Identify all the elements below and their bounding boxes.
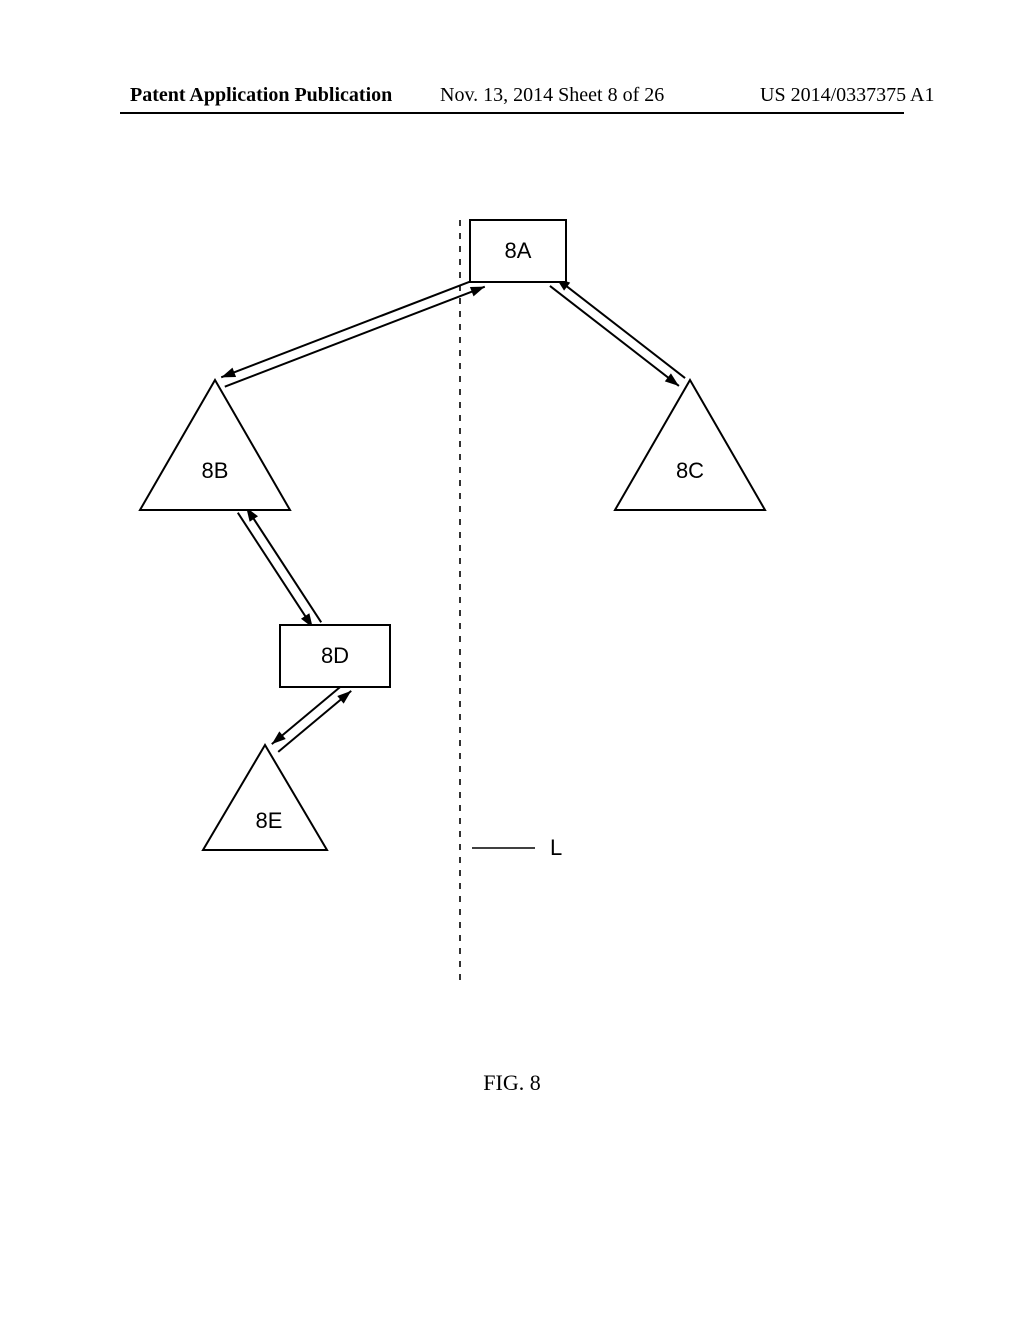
edge-line	[246, 507, 321, 622]
edge-line	[272, 683, 345, 744]
arrowhead	[665, 373, 679, 386]
figure-label: FIG. 8	[0, 1070, 1024, 1096]
node-E	[203, 745, 327, 850]
header-rule	[120, 112, 904, 114]
arrowhead	[470, 287, 485, 297]
edge-line	[225, 287, 485, 387]
edge-line	[238, 513, 313, 628]
edge-line	[556, 278, 685, 378]
node-C	[615, 380, 765, 510]
arrowhead	[221, 368, 236, 378]
header-date-sheet: Nov. 13, 2014 Sheet 8 of 26	[440, 84, 664, 107]
node-label-E: 8E	[256, 808, 283, 833]
page: Patent Application Publication Nov. 13, …	[0, 0, 1024, 1320]
edge-line	[278, 691, 351, 752]
axis-label-L: L	[550, 835, 562, 860]
node-label-C: 8C	[676, 458, 704, 483]
node-label-D: 8D	[321, 643, 349, 668]
figure-diagram: 8A 8B 8C 8D 8E L	[120, 190, 840, 1010]
edge-line	[221, 277, 481, 377]
header-publication: Patent Application Publication	[130, 84, 392, 107]
node-label-A: 8A	[505, 238, 532, 263]
header-pubnumber: US 2014/0337375 A1	[760, 84, 934, 107]
node-label-B: 8B	[202, 458, 229, 483]
node-B	[140, 380, 290, 510]
edge-line	[550, 286, 679, 386]
